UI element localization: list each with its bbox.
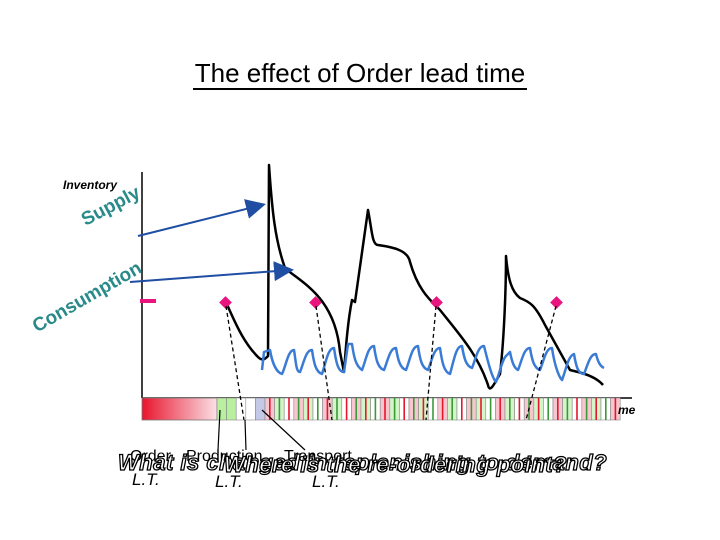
- timeline-cell: [235, 397, 247, 421]
- consumption-curve: [260, 342, 605, 384]
- transport-lt-title: Transport: [284, 448, 352, 465]
- reorder-marker: [550, 296, 563, 309]
- y-axis-label: Inventory: [63, 178, 118, 192]
- timeline-cell: [226, 397, 237, 421]
- question-reorder-point: Where is the re-ordering point?: [223, 451, 568, 477]
- reorder-dashed-line: [225, 305, 245, 421]
- title-text: The effect of Order lead time: [192, 58, 528, 90]
- reorder-marker: [219, 296, 232, 309]
- page-title: The effect of Order lead time: [0, 58, 720, 90]
- x-axis-label: me: [618, 403, 636, 417]
- production-lt-pointer: [244, 419, 247, 451]
- consumption-arrow: [129, 261, 294, 283]
- supply-curve: [224, 163, 604, 390]
- supply-arrow: [137, 199, 266, 237]
- order-lt-pointer: [217, 409, 221, 451]
- transport-lt-unit: L.T.: [312, 472, 340, 491]
- production-lt-unit: L.T.: [215, 472, 243, 491]
- question-replenishing: What is changed in replenishing to deman…: [117, 449, 608, 475]
- reorder-dashed-line: [525, 305, 557, 421]
- reorder-marker: [430, 296, 443, 309]
- order-lt-unit: L.T.: [132, 470, 160, 489]
- timeline-order-segment: [141, 397, 218, 421]
- reorder-marker: [309, 296, 322, 309]
- timeline-cell: [255, 397, 266, 421]
- timeline-cell: [216, 397, 227, 421]
- transport-lt-pointer: [261, 409, 306, 451]
- production-lt-title: Production: [186, 448, 263, 465]
- timeline-cell: [245, 397, 256, 421]
- reorder-markers: [219, 296, 563, 309]
- reorder-dashed-line: [315, 305, 333, 421]
- reorder-dashed-line: [425, 305, 437, 421]
- reorder-dashed-lines: [225, 305, 557, 421]
- order-lt-title: Order: [130, 448, 171, 465]
- timeline-strip: [141, 397, 621, 421]
- lead-time-pointers: [217, 409, 306, 451]
